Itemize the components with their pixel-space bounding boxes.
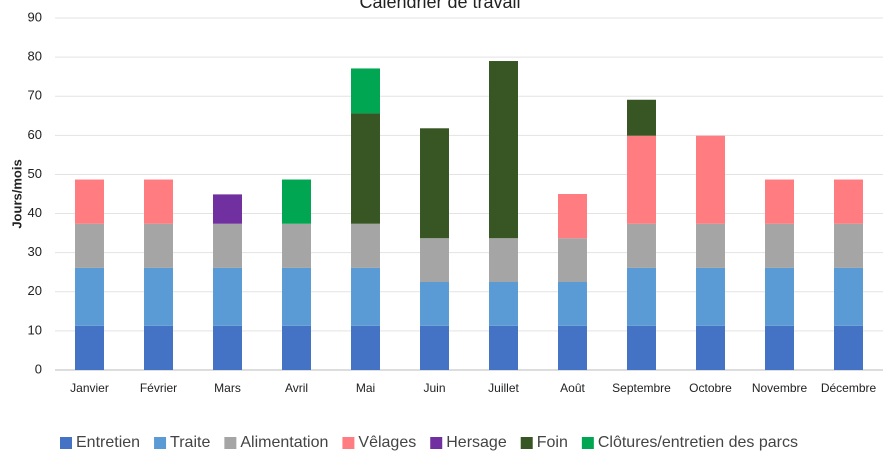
bar-segment (282, 223, 311, 268)
bar-segment (834, 179, 863, 224)
x-tick-label: Novembre (752, 381, 808, 395)
bar-segment (420, 238, 449, 282)
x-tick-label: Août (560, 381, 585, 395)
bar-segment (420, 128, 449, 239)
bar-segment (765, 267, 794, 326)
bar-segment (627, 135, 656, 224)
x-tick-label: Juillet (488, 381, 519, 395)
bar-segment (558, 194, 587, 239)
legend-label: Traite (170, 434, 210, 451)
bar-segment (420, 325, 449, 370)
bar-segment (558, 238, 587, 282)
x-tick-label: Mai (356, 381, 375, 395)
legend-label: Foin (537, 434, 568, 451)
bar-segment (351, 113, 380, 224)
legend-swatch (342, 437, 355, 449)
bar-segment (834, 267, 863, 326)
bar-segment (489, 238, 518, 282)
bar-segment (144, 325, 173, 370)
legend-label: Vêlages (358, 434, 416, 451)
bar-segment (144, 223, 173, 268)
bar-segment (213, 194, 242, 224)
bar-segment (351, 68, 380, 114)
y-tick-label: 60 (28, 127, 42, 142)
bar-segment (834, 223, 863, 268)
bar-segment (765, 325, 794, 370)
bar-segment (144, 267, 173, 326)
x-tick-label: Mars (214, 381, 241, 395)
chart-title: Calendrier de travail (359, 0, 520, 12)
legend-swatch (224, 437, 237, 449)
legend-swatch (581, 437, 594, 449)
x-tick-label: Juin (423, 381, 445, 395)
bar-segment (489, 61, 518, 239)
bar-segment (627, 267, 656, 326)
legend-swatch (154, 437, 167, 449)
x-tick-label: Janvier (70, 381, 109, 395)
legend-swatch (60, 437, 72, 449)
legend-swatch (430, 437, 443, 449)
bar-segment (282, 325, 311, 370)
bar-segment (75, 223, 104, 268)
x-tick-label: Septembre (612, 381, 671, 395)
y-tick-label: 80 (28, 49, 42, 64)
y-tick-label: 40 (28, 205, 42, 220)
x-tick-label: Avril (285, 381, 308, 395)
y-tick-label: 30 (28, 244, 42, 259)
bar-segment (144, 179, 173, 224)
bar-segment (627, 223, 656, 268)
legend-label: Hersage (446, 434, 507, 451)
bar-segment (765, 223, 794, 268)
y-tick-label: 10 (28, 322, 42, 337)
bar-segment (351, 223, 380, 268)
x-tick-label: Décembre (821, 381, 877, 395)
legend-label: Clôtures/entretien des parcs (598, 434, 798, 451)
legend-label: Entretien (76, 434, 140, 451)
bar-segment (765, 179, 794, 224)
legend-swatch (520, 437, 533, 449)
bar-segment (213, 325, 242, 370)
bar-segment (627, 99, 656, 136)
bar-segment (75, 267, 104, 326)
y-tick-label: 90 (28, 9, 42, 24)
bar-segment (213, 223, 242, 268)
y-axis-label: Jours/mois (9, 159, 24, 228)
bar-segment (627, 325, 656, 370)
bar-segment (213, 267, 242, 326)
bar-segment (351, 325, 380, 370)
legend-label: Alimentation (240, 434, 328, 451)
bar-segment (351, 267, 380, 326)
bar-segment (282, 267, 311, 326)
bar-segment (420, 282, 449, 326)
bar-segment (696, 325, 725, 370)
bar-segment (489, 325, 518, 370)
x-tick-label: Février (140, 381, 177, 395)
bar-segment (75, 325, 104, 370)
bar-segment (558, 282, 587, 326)
bar-segment (558, 325, 587, 370)
bar-segment (696, 135, 725, 224)
bar-segment (282, 179, 311, 224)
y-tick-label: 20 (28, 283, 42, 298)
bar-segment (696, 223, 725, 268)
y-tick-label: 50 (28, 166, 42, 181)
bar-segment (696, 267, 725, 326)
y-tick-label: 0 (35, 361, 42, 376)
y-tick-label: 70 (28, 88, 42, 103)
bar-segment (75, 179, 104, 224)
bar-segment (834, 325, 863, 370)
x-tick-label: Octobre (689, 381, 732, 395)
bar-segment (489, 282, 518, 326)
